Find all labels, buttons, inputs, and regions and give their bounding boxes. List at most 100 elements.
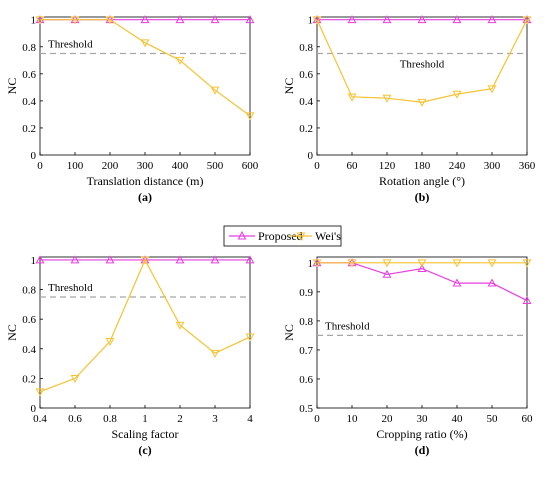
y-tick-label: 0.5: [299, 403, 313, 415]
x-tick-label: 0.6: [68, 413, 82, 425]
y-tick-label: 0.8: [22, 42, 36, 54]
data-point-wei: [140, 39, 150, 48]
x-tick-label: 0: [37, 160, 43, 172]
legend-proposed-label: Proposed: [258, 229, 303, 243]
data-point-proposed: [175, 255, 185, 264]
subfigure-label: (d): [415, 443, 430, 457]
y-tick-label: 0: [31, 403, 37, 415]
x-tick-label: 3: [212, 413, 218, 425]
chart-panel-3: 0.4 0.6 0.8 1 2 3 4 0 0.2 0.4 0.6 0.8 1 Scaling facto…: [5, 255, 255, 457]
y-axis-label: NC: [5, 78, 19, 95]
data-point-wei: [175, 321, 185, 330]
data-point-wei: [347, 93, 357, 102]
data-point-wei: [382, 259, 392, 268]
data-point-wei: [70, 16, 80, 25]
data-point-wei: [140, 256, 150, 265]
legend-box: [223, 225, 342, 247]
data-point-wei: [312, 259, 322, 268]
y-tick-label: 0.4: [299, 96, 313, 108]
data-point-wei: [312, 16, 322, 25]
data-point-proposed: [245, 15, 255, 24]
data-point-wei: [487, 259, 497, 268]
y-tick-label: 0.4: [22, 344, 36, 356]
subfigure-label: (a): [138, 190, 152, 204]
data-point-wei: [522, 16, 532, 25]
y-tick-label: 0.2: [22, 123, 36, 135]
y-tick-label: 0.8: [22, 285, 36, 297]
y-tick-label: 0.6: [22, 69, 36, 81]
x-tick-label: 0: [314, 413, 320, 425]
data-point-wei: [175, 56, 185, 65]
data-point-proposed: [70, 255, 80, 264]
y-tick-label: 0.2: [299, 123, 313, 135]
y-axis-label: NC: [5, 324, 19, 341]
series-line-wei: [39, 258, 251, 393]
chart-panel-4: 0 10 20 30 40 50 60 0.5 0.6 0.7 0.8 0.9 1 Cropping ra…: [282, 256, 533, 457]
data-point-proposed: [452, 15, 462, 24]
data-point-wei: [35, 16, 45, 25]
x-tick-label: 120: [379, 160, 396, 172]
x-tick-label: 200: [102, 160, 119, 172]
x-tick-label: 300: [137, 160, 154, 172]
x-tick-label: 500: [207, 160, 224, 172]
x-axis-label: Rotation angle (°): [379, 174, 465, 188]
y-tick-label: 1: [308, 15, 314, 27]
series-line-wei: [316, 19, 528, 103]
data-point-proposed: [175, 15, 185, 24]
series-line-proposed: [317, 262, 528, 302]
x-tick-label: 240: [449, 160, 466, 172]
plot-area-frame: [39, 256, 251, 409]
x-axis-label: Scaling factor: [112, 427, 179, 441]
data-point-proposed: [245, 255, 255, 264]
data-point-wei: [70, 375, 80, 384]
y-tick-label: 0.9: [299, 287, 313, 299]
data-point-proposed: [382, 15, 392, 24]
x-tick-label: 10: [347, 413, 359, 425]
y-axis-label: NC: [282, 324, 296, 341]
y-tick-label: 0.8: [299, 42, 313, 54]
x-tick-label: 360: [519, 160, 536, 172]
data-point-wei: [35, 388, 45, 397]
x-tick-label: 100: [67, 160, 84, 172]
legend-wei-label: Wei's: [315, 229, 341, 243]
data-point-proposed: [487, 278, 497, 287]
x-tick-label: 300: [484, 160, 501, 172]
legend: Proposed Wei's: [223, 225, 342, 247]
x-tick-label: 0.4: [33, 413, 47, 425]
data-point-proposed: [487, 15, 497, 24]
data-point-wei: [522, 259, 532, 268]
x-tick-label: 1: [142, 413, 148, 425]
y-tick-label: 1: [31, 255, 37, 267]
data-point-proposed: [452, 278, 462, 287]
y-tick-label: 1: [31, 15, 37, 27]
threshold-label: Threshold: [48, 282, 93, 294]
legend-proposed-marker: [237, 230, 247, 240]
data-point-proposed: [105, 255, 115, 264]
data-point-wei: [382, 94, 392, 103]
data-point-proposed: [140, 15, 150, 24]
subfigure-label: (c): [138, 443, 151, 457]
y-tick-label: 1: [308, 258, 314, 270]
x-tick-label: 20: [382, 413, 394, 425]
threshold-label: Threshold: [325, 320, 370, 332]
series-line-wei: [40, 19, 251, 117]
y-tick-label: 0: [308, 150, 314, 162]
data-point-wei: [417, 259, 427, 268]
threshold-label: Threshold: [48, 39, 93, 51]
x-tick-label: 30: [417, 413, 429, 425]
data-point-proposed: [347, 15, 357, 24]
threshold-label: Threshold: [400, 59, 445, 71]
data-point-wei: [105, 16, 115, 25]
data-point-wei: [452, 259, 462, 268]
data-point-wei: [347, 259, 357, 268]
y-tick-label: 0.6: [299, 374, 313, 386]
y-tick-label: 0.8: [299, 316, 313, 328]
data-point-proposed: [210, 15, 220, 24]
x-tick-label: 2: [177, 413, 183, 425]
chart-panel-1: 0 100 200 300 400 500 600 0 0.2 0.4 0.6 0.8 1 Transla…: [5, 15, 259, 204]
data-point-proposed: [382, 269, 392, 278]
y-tick-label: 0: [31, 150, 37, 162]
data-point-proposed: [417, 263, 427, 272]
x-tick-label: 600: [242, 160, 259, 172]
data-point-wei: [245, 112, 255, 121]
